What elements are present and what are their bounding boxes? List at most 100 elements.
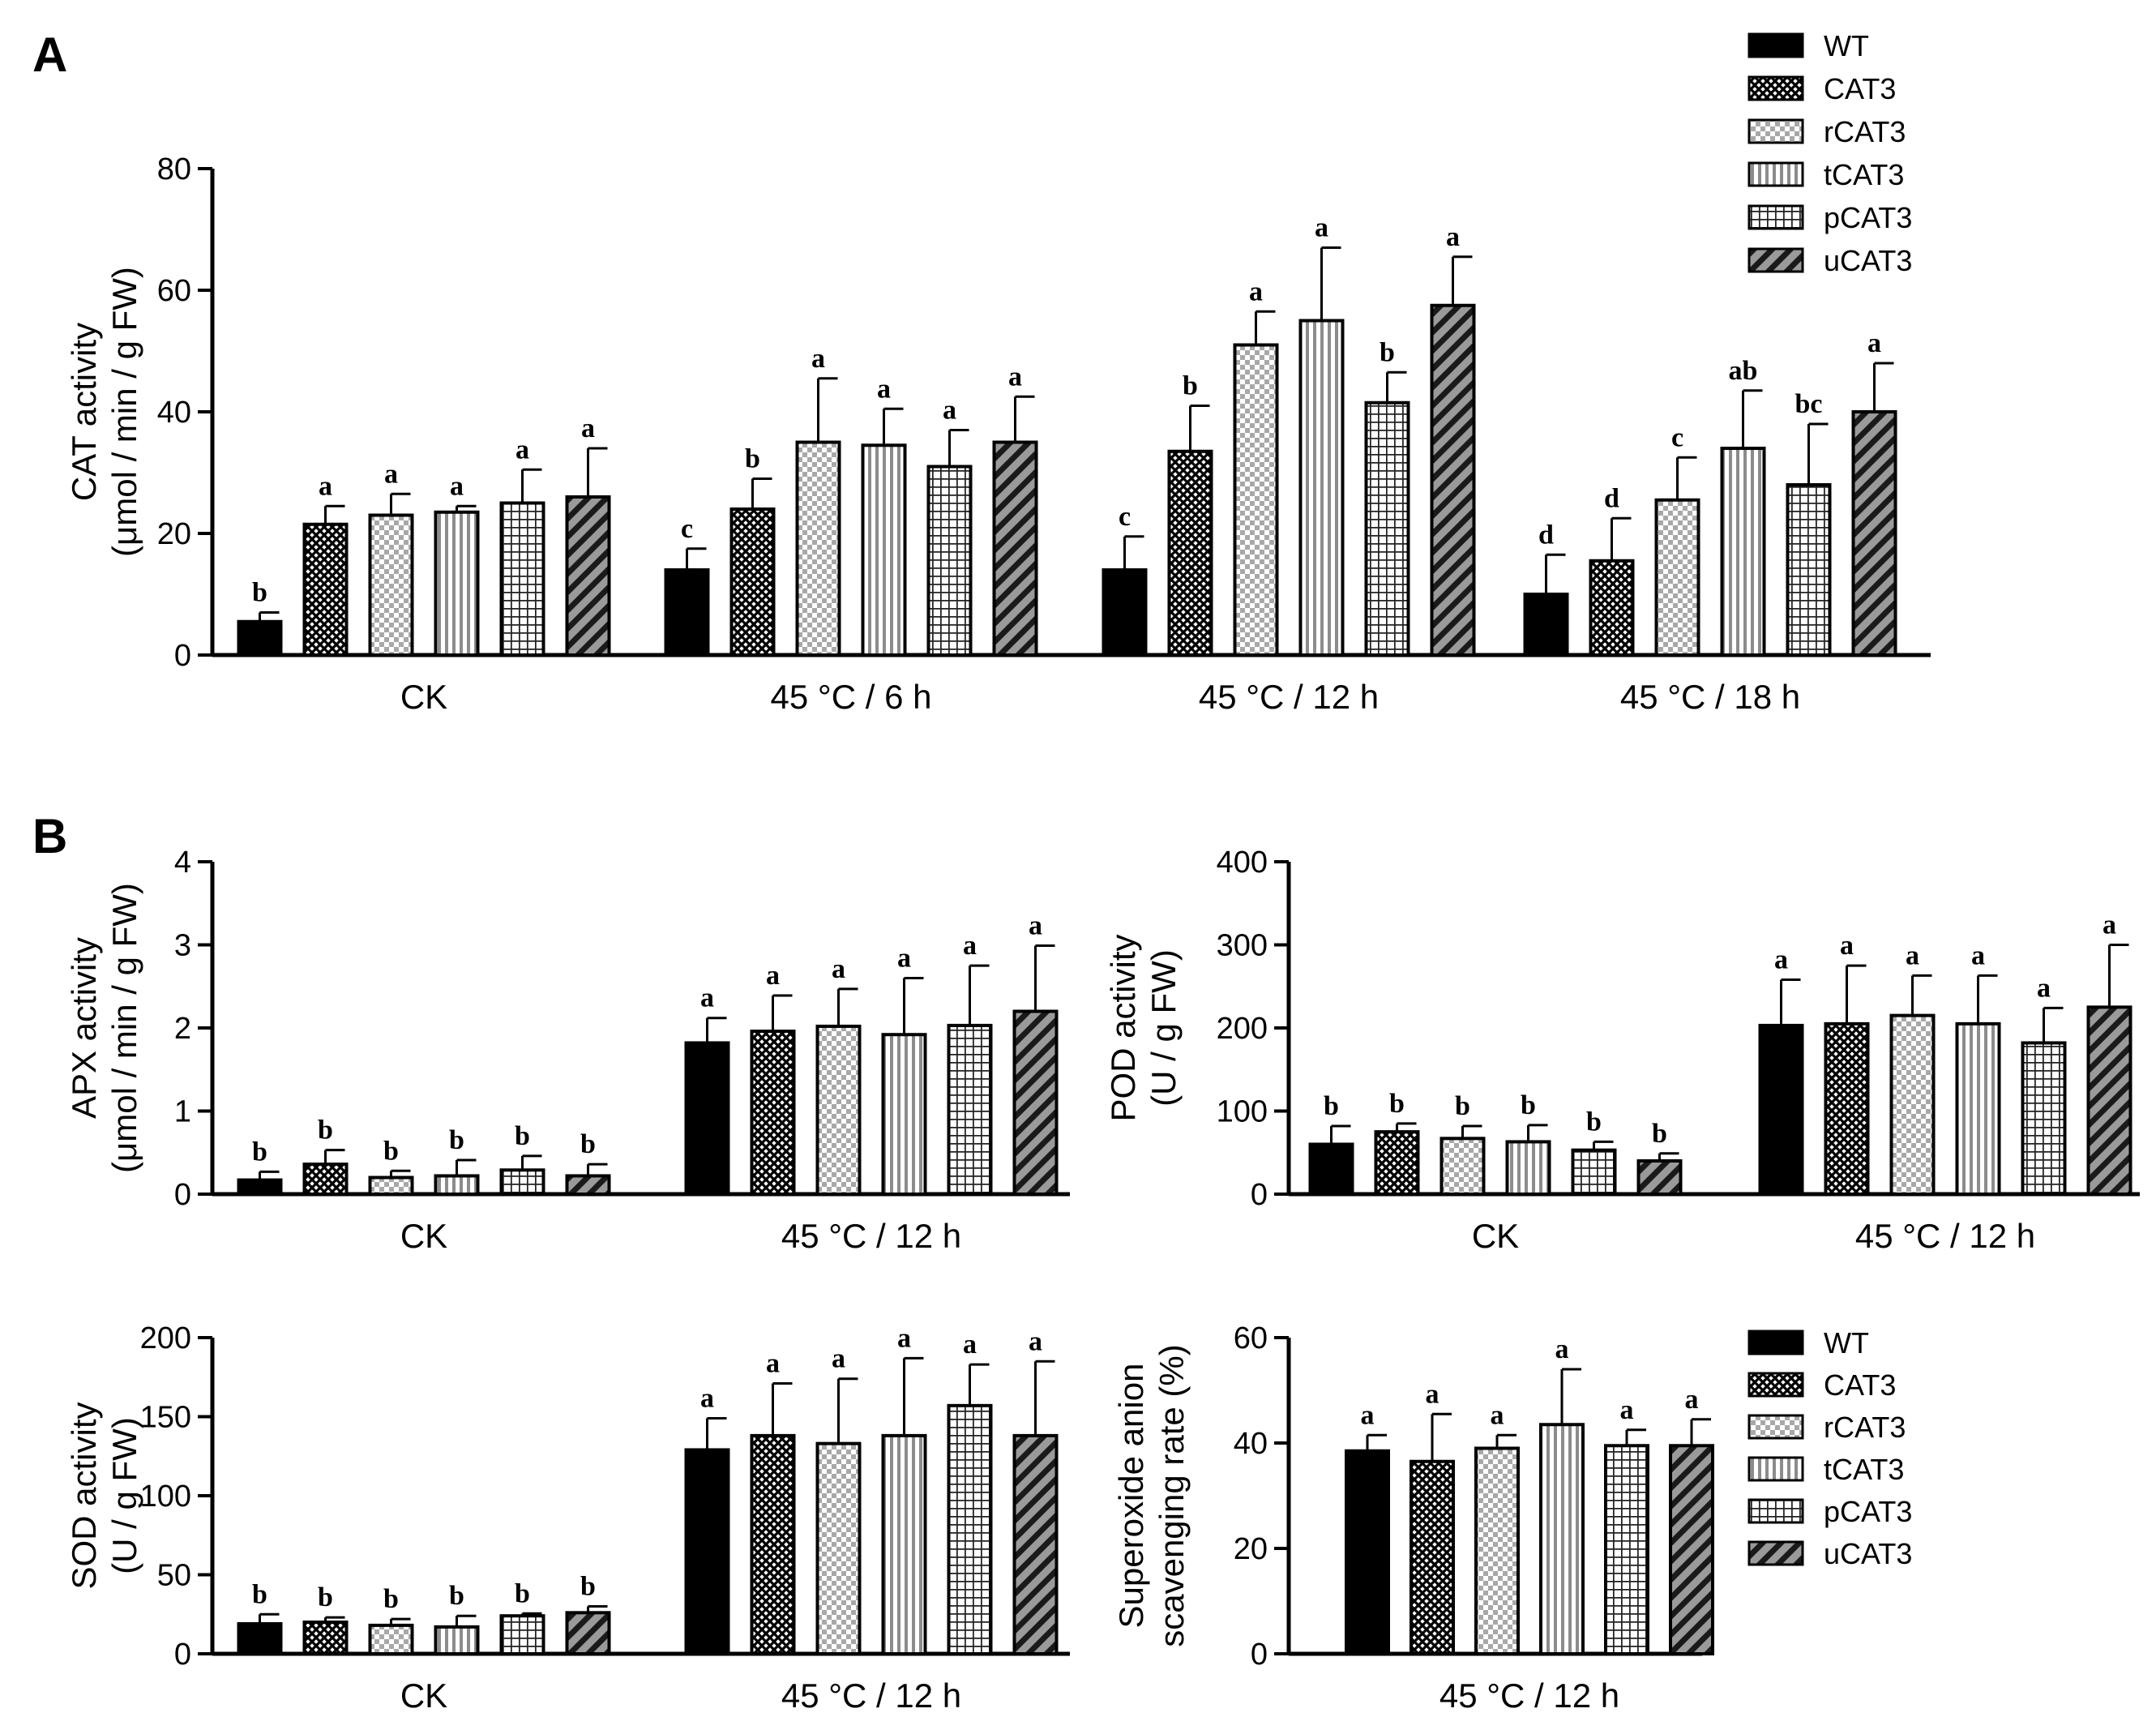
bar-ucat3 [1430,303,1476,657]
x-category-label: 45 °C / 18 h [1620,678,1800,716]
bar-wt [237,619,283,657]
significance-letter: a [319,471,332,501]
bar-wt [1758,1023,1804,1197]
significance-letter: a [2037,973,2051,1003]
significance-letter: b [252,578,267,608]
legend-label: tCAT3 [1824,1453,1904,1486]
significance-letter: a [1029,1326,1042,1356]
bar-pcat3 [1786,483,1832,657]
legend-label: pCAT3 [1824,1495,1912,1528]
significance-letter: b [580,1572,596,1602]
significance-letter: b [252,1137,267,1167]
bar-pcat3 [499,1168,545,1197]
bar-wt [1102,568,1148,657]
bar-tcat3 [861,443,907,657]
y-tick-label: 2 [174,1012,191,1046]
significance-letter: a [700,983,714,1013]
y-tick-label: 200 [140,1321,191,1355]
panel-label-b: B [32,809,67,863]
significance-letter: b [1389,1089,1405,1119]
bar-pcat3 [1604,1444,1649,1655]
y-tick-label: 3 [174,929,191,963]
significance-letter: b [318,1116,333,1145]
significance-letter: a [2103,910,2116,940]
bar-pcat3 [499,1614,545,1655]
y-axis-title-line1: SOD activity [65,1402,103,1589]
significance-letter: b [318,1582,333,1612]
legend-label: uCAT3 [1824,1537,1912,1570]
legend-swatch-cat3 [1747,75,1804,101]
legend-swatch-cat3 [1747,1372,1804,1398]
legend-swatch-wt [1747,32,1804,58]
bar-pcat3 [947,1403,993,1655]
significance-letter: c [1671,422,1683,452]
y-tick-label: 100 [140,1479,191,1514]
bar-ucat3 [565,1611,611,1656]
legend-label: rCAT3 [1824,1411,1906,1444]
bar-ucat3 [565,1174,611,1196]
bar-tcat3 [881,1433,927,1656]
significance-letter: b [515,1578,530,1608]
bar-wt [684,1041,730,1196]
legend-bottom: WT CAT3 rCAT3 tCAT3 pCAT3 uCAT3 [1747,1326,1912,1570]
x-category-label: CK [400,1217,447,1255]
y-axis-title-line1: POD activity [1104,934,1142,1121]
bar-cat3 [750,1433,796,1656]
significance-letter: b [745,444,760,474]
significance-letter: a [1029,911,1042,941]
bar-wt [664,568,710,657]
significance-letter: a [766,961,780,991]
legends-container: WT CAT3 rCAT3 tCAT3 pCAT3 uCAT3 WT CAT3 rCAT3 tCA… [1747,29,1912,1570]
legend-swatch-ucat3 [1747,1540,1804,1566]
y-axis-title-line2: (μmol / min / g FW) [105,267,143,557]
y-axis-title-line1: APX activity [65,937,103,1119]
x-category-label: 45 °C / 12 h [1855,1217,2035,1255]
bar-rcat3 [795,440,841,657]
y-axis-title-line2: (U / g FW) [1144,949,1183,1107]
x-category-label: CK [400,678,447,716]
bar-wt [1345,1449,1390,1655]
bar-cat3 [729,507,776,657]
y-tick-label: 400 [1217,846,1268,880]
significance-letter: a [1971,940,1985,970]
bar-cat3 [302,1163,349,1196]
legend-top: WT CAT3 rCAT3 tCAT3 pCAT3 uCAT3 [1747,29,1912,277]
bar-cat3 [302,522,349,657]
significance-letter: a [963,1330,977,1360]
bar-rcat3 [815,1441,862,1656]
legend-swatch-pcat3 [1747,204,1804,230]
bar-pcat3 [499,501,545,657]
significance-letter: a [811,344,825,374]
bar-tcat3 [1539,1423,1585,1655]
significance-letter: a [450,471,464,501]
significance-letter: b [1586,1107,1602,1137]
legend-label: uCAT3 [1824,244,1912,277]
legend-label: WT [1824,29,1869,62]
significance-letter: b [1183,371,1198,401]
significance-letter: b [1324,1091,1339,1121]
bar-cat3 [1167,449,1213,657]
bar-pcat3 [947,1023,993,1197]
significance-letter: b [449,1581,464,1611]
significance-letter: d [1604,483,1619,513]
x-category-label: CK [1472,1217,1519,1255]
significance-letter: b [1455,1091,1470,1121]
significance-letter: b [252,1579,267,1609]
bar-rcat3 [368,513,414,657]
chart-pod: 0 100 200 300 400 POD activity (U / g FW) CK 45 … [1104,846,2140,1255]
significance-letter: a [1008,362,1022,392]
bar-ucat3 [1636,1159,1683,1196]
significance-letter: a [1685,1385,1699,1415]
bar-cat3 [302,1621,349,1655]
chart-cat: 0 20 40 60 80 CAT activity (μmol / min / g FW)… [65,152,1931,716]
bar-ucat3 [1851,410,1897,657]
legend-swatch-pcat3 [1747,1498,1804,1524]
legend-label: pCAT3 [1824,201,1912,234]
significance-letter: a [1906,940,1919,970]
significance-letter: a [1361,1400,1375,1430]
legend-label: CAT3 [1824,1368,1896,1402]
significance-letter: a [766,1349,780,1379]
bar-wt [684,1448,730,1655]
